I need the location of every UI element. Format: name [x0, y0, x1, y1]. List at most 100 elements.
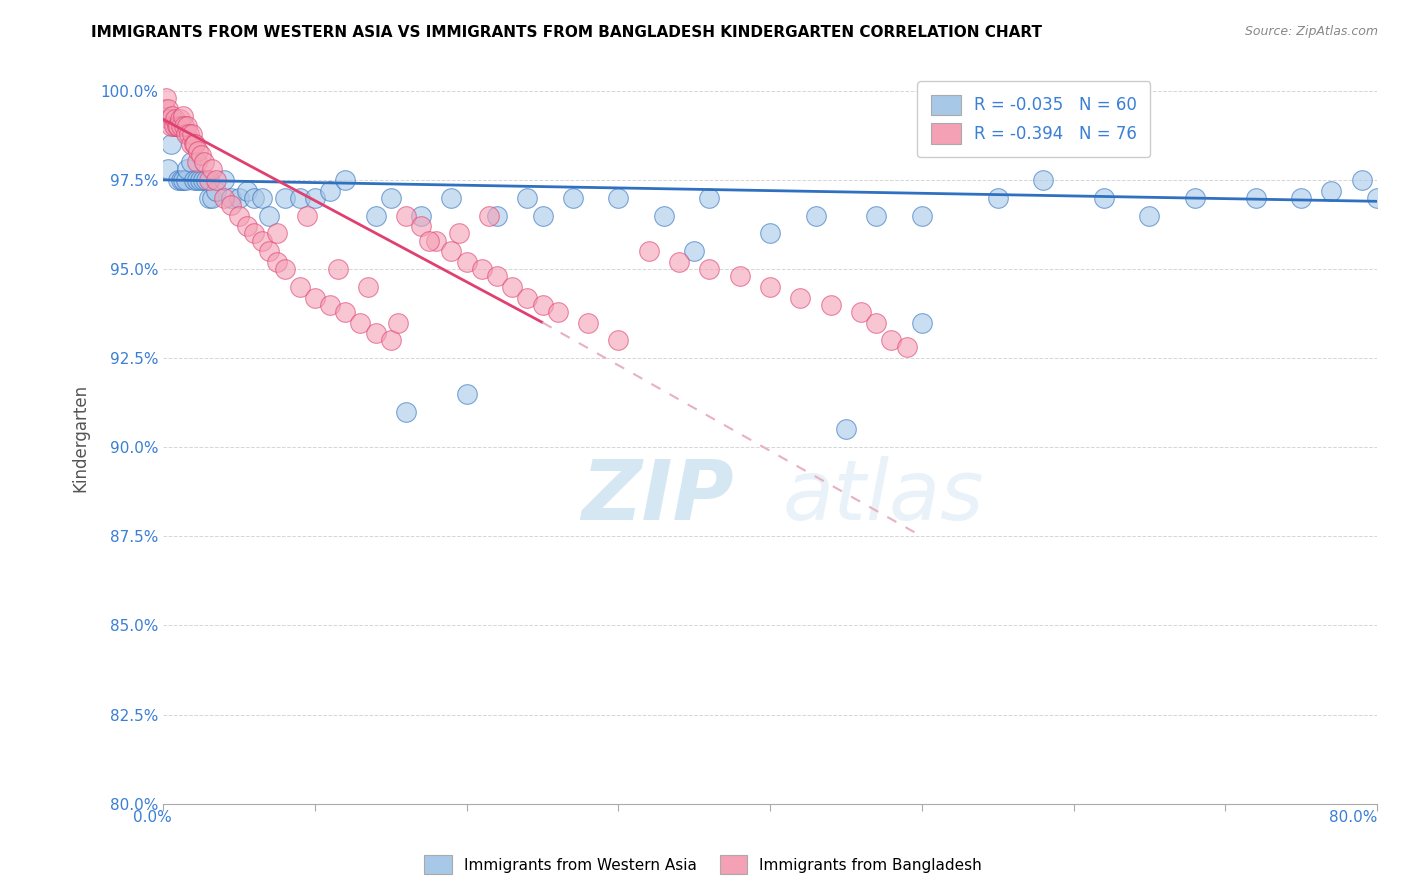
Point — [250, 234, 273, 248]
Point — [395, 404, 418, 418]
Point — [221, 198, 243, 212]
Text: IMMIGRANTS FROM WESTERN ASIA VS IMMIGRANTS FROM BANGLADESH KINDERGARTEN CORRELAT: IMMIGRANTS FROM WESTERN ASIA VS IMMIGRAN… — [91, 25, 1042, 40]
Point — [531, 298, 554, 312]
Point — [683, 244, 706, 259]
Legend: Immigrants from Western Asia, Immigrants from Bangladesh: Immigrants from Western Asia, Immigrants… — [418, 849, 988, 880]
Point — [911, 316, 934, 330]
Point — [576, 316, 599, 330]
Point — [170, 120, 193, 134]
Text: atlas: atlas — [782, 457, 984, 537]
Point — [165, 120, 187, 134]
Point — [561, 191, 583, 205]
Point — [155, 91, 177, 105]
Point — [516, 191, 538, 205]
Point — [411, 209, 433, 223]
Point — [243, 191, 266, 205]
Point — [172, 109, 194, 123]
Point — [173, 120, 195, 134]
Point — [180, 155, 202, 169]
Point — [387, 316, 409, 330]
Point — [849, 305, 872, 319]
Point — [235, 184, 257, 198]
Point — [501, 280, 523, 294]
Point — [699, 191, 721, 205]
Point — [1092, 191, 1115, 205]
Point — [170, 173, 193, 187]
Point — [174, 127, 197, 141]
Point — [288, 191, 311, 205]
Point — [156, 102, 179, 116]
Point — [186, 155, 208, 169]
Point — [186, 173, 208, 187]
Point — [235, 219, 257, 234]
Point — [221, 191, 243, 205]
Text: 80.0%: 80.0% — [1329, 810, 1376, 824]
Point — [163, 120, 186, 134]
Point — [456, 255, 478, 269]
Point — [364, 326, 387, 341]
Point — [266, 255, 288, 269]
Point — [273, 262, 295, 277]
Point — [243, 227, 266, 241]
Point — [699, 262, 721, 277]
Point — [197, 191, 219, 205]
Text: 0.0%: 0.0% — [134, 810, 172, 824]
Point — [319, 298, 342, 312]
Point — [259, 209, 281, 223]
Point — [447, 227, 470, 241]
Point — [865, 316, 887, 330]
Point — [411, 219, 433, 234]
Point — [835, 422, 858, 436]
Point — [167, 173, 190, 187]
Point — [418, 234, 440, 248]
Point — [162, 109, 184, 123]
Point — [987, 191, 1010, 205]
Point — [865, 209, 887, 223]
Point — [789, 291, 811, 305]
Point — [319, 184, 342, 198]
Point — [165, 112, 187, 127]
Point — [440, 191, 463, 205]
Point — [153, 102, 176, 116]
Point — [187, 145, 209, 159]
Point — [880, 334, 903, 348]
Point — [637, 244, 659, 259]
Text: ZIP: ZIP — [581, 457, 734, 537]
Point — [297, 209, 319, 223]
Point — [804, 209, 827, 223]
Point — [471, 262, 494, 277]
Point — [1365, 191, 1388, 205]
Y-axis label: Kindergarten: Kindergarten — [72, 384, 89, 492]
Point — [188, 173, 211, 187]
Point — [380, 191, 402, 205]
Point — [180, 137, 202, 152]
Point — [380, 334, 402, 348]
Point — [911, 209, 934, 223]
Point — [273, 191, 295, 205]
Point — [896, 341, 918, 355]
Point — [167, 120, 190, 134]
Point — [177, 127, 200, 141]
Point — [205, 184, 228, 198]
Point — [162, 112, 184, 127]
Point — [1032, 173, 1054, 187]
Point — [425, 234, 447, 248]
Point — [190, 148, 212, 162]
Point — [440, 244, 463, 259]
Point — [250, 191, 273, 205]
Point — [478, 209, 501, 223]
Point — [166, 120, 188, 134]
Point — [288, 280, 311, 294]
Point — [759, 227, 782, 241]
Point — [335, 305, 357, 319]
Point — [205, 173, 228, 187]
Point — [304, 291, 326, 305]
Point — [820, 298, 842, 312]
Point — [193, 155, 215, 169]
Point — [181, 127, 204, 141]
Point — [759, 280, 782, 294]
Point — [335, 173, 357, 187]
Point — [1351, 173, 1374, 187]
Point — [194, 173, 217, 187]
Point — [1244, 191, 1267, 205]
